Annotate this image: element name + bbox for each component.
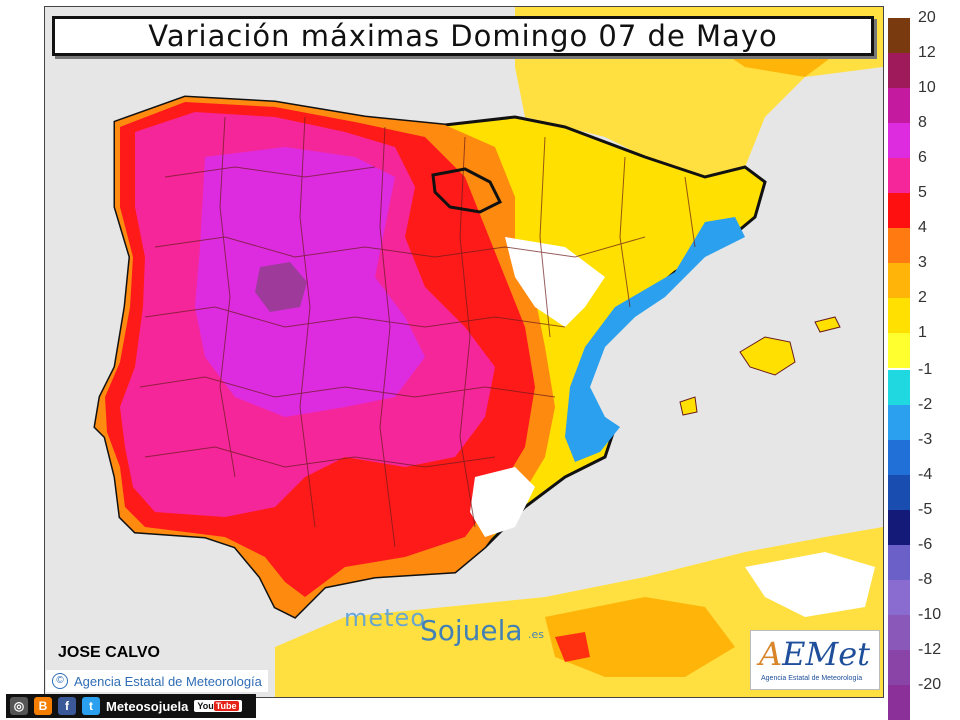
legend-swatch: [888, 53, 910, 88]
legend-swatch: [888, 545, 910, 580]
legend-swatch: [888, 123, 910, 158]
legend-label: -1: [918, 361, 933, 378]
zone-coastal-cyan: [565, 217, 745, 462]
legend-label: -2: [918, 396, 933, 413]
facebook-icon[interactable]: f: [58, 697, 76, 715]
zone-purple: [255, 262, 307, 312]
africa-orange-west: [545, 597, 735, 677]
legend-swatch: [888, 298, 910, 333]
twitter-icon[interactable]: t: [82, 697, 100, 715]
legend-label: -5: [918, 501, 933, 518]
legend-label: -8: [918, 571, 933, 588]
legend-swatch: [888, 88, 910, 123]
legend-swatch: [888, 333, 910, 368]
watermark-part1: meteo: [344, 604, 427, 632]
la-rioja-outline: [431, 167, 503, 214]
aemet-logo-rest: EMet: [782, 635, 871, 673]
zone-south-white: [470, 467, 535, 537]
agency-credit: © Agencia Estatal de Meteorología: [46, 670, 268, 692]
watermark-suffix: .es: [528, 628, 544, 641]
youtube-you: You: [197, 701, 214, 711]
legend-label: 5: [918, 184, 927, 201]
blogger-icon[interactable]: B: [34, 697, 52, 715]
balearic-ibiza: [679, 396, 698, 416]
legend-label: -3: [918, 431, 933, 448]
legend-swatch: [888, 263, 910, 298]
legend-swatch: [888, 510, 910, 545]
zone-magenta: [195, 147, 425, 417]
aemet-logo-wordmark: AEMet: [759, 635, 870, 673]
legend-label: -4: [918, 466, 933, 483]
legend-swatch: [888, 685, 910, 720]
legend-label: -20: [918, 676, 942, 693]
legend-swatch: [888, 580, 910, 615]
watermark-part2: Sojuela: [420, 614, 523, 647]
zone-coastal-white: [505, 237, 605, 327]
legend-label: 2: [918, 289, 927, 306]
agency-credit-text: Agencia Estatal de Meteorología: [74, 673, 262, 689]
legend-label: -12: [918, 641, 942, 658]
legend-swatch: [888, 475, 910, 510]
legend-label: 20: [918, 9, 936, 26]
aemet-logo: AEMet Agencia Estatal de Meteorología: [750, 630, 880, 690]
africa-red-patch: [555, 632, 590, 662]
legend-swatch: [888, 650, 910, 685]
social-bar: ◎ B f t Meteosojuela You Tube: [6, 694, 256, 718]
province-lines: [139, 116, 696, 548]
temperature-variation-map: [45, 7, 883, 697]
legend-swatch: [888, 440, 910, 475]
legend-label: -10: [918, 606, 942, 623]
youtube-icon[interactable]: You Tube: [194, 700, 242, 712]
legend-swatch: [888, 228, 910, 263]
legend-swatch: [888, 193, 910, 228]
legend-label: 3: [918, 254, 927, 271]
balearic-mallorca: [739, 336, 796, 376]
legend-swatch: [888, 158, 910, 193]
legend-swatch: [888, 370, 910, 405]
aemet-logo-subtitle: Agencia Estatal de Meteorología: [761, 675, 863, 682]
legend-label: 8: [918, 114, 927, 131]
legend-swatch: [888, 615, 910, 650]
legend-label: 1: [918, 324, 927, 341]
legend-label: 10: [918, 79, 936, 96]
copyright-icon: ©: [52, 673, 68, 689]
balearic-menorca: [814, 316, 841, 333]
author-credit: JOSE CALVO: [58, 644, 160, 661]
legend-swatch: [888, 18, 910, 53]
legend-swatch: [888, 405, 910, 440]
legend-label: 6: [918, 149, 927, 166]
legend-label: -6: [918, 536, 933, 553]
youtube-tube: Tube: [213, 701, 239, 711]
legend-label: 12: [918, 44, 936, 61]
aemet-logo-initial: A: [759, 635, 783, 673]
legend-label: 4: [918, 219, 927, 236]
africa-white: [745, 552, 875, 617]
social-handle[interactable]: Meteosojuela: [106, 698, 189, 714]
instagram-icon[interactable]: ◎: [10, 697, 28, 715]
map-title: Variación máximas Domingo 07 de Mayo: [52, 16, 874, 56]
map-frame: [44, 6, 884, 698]
